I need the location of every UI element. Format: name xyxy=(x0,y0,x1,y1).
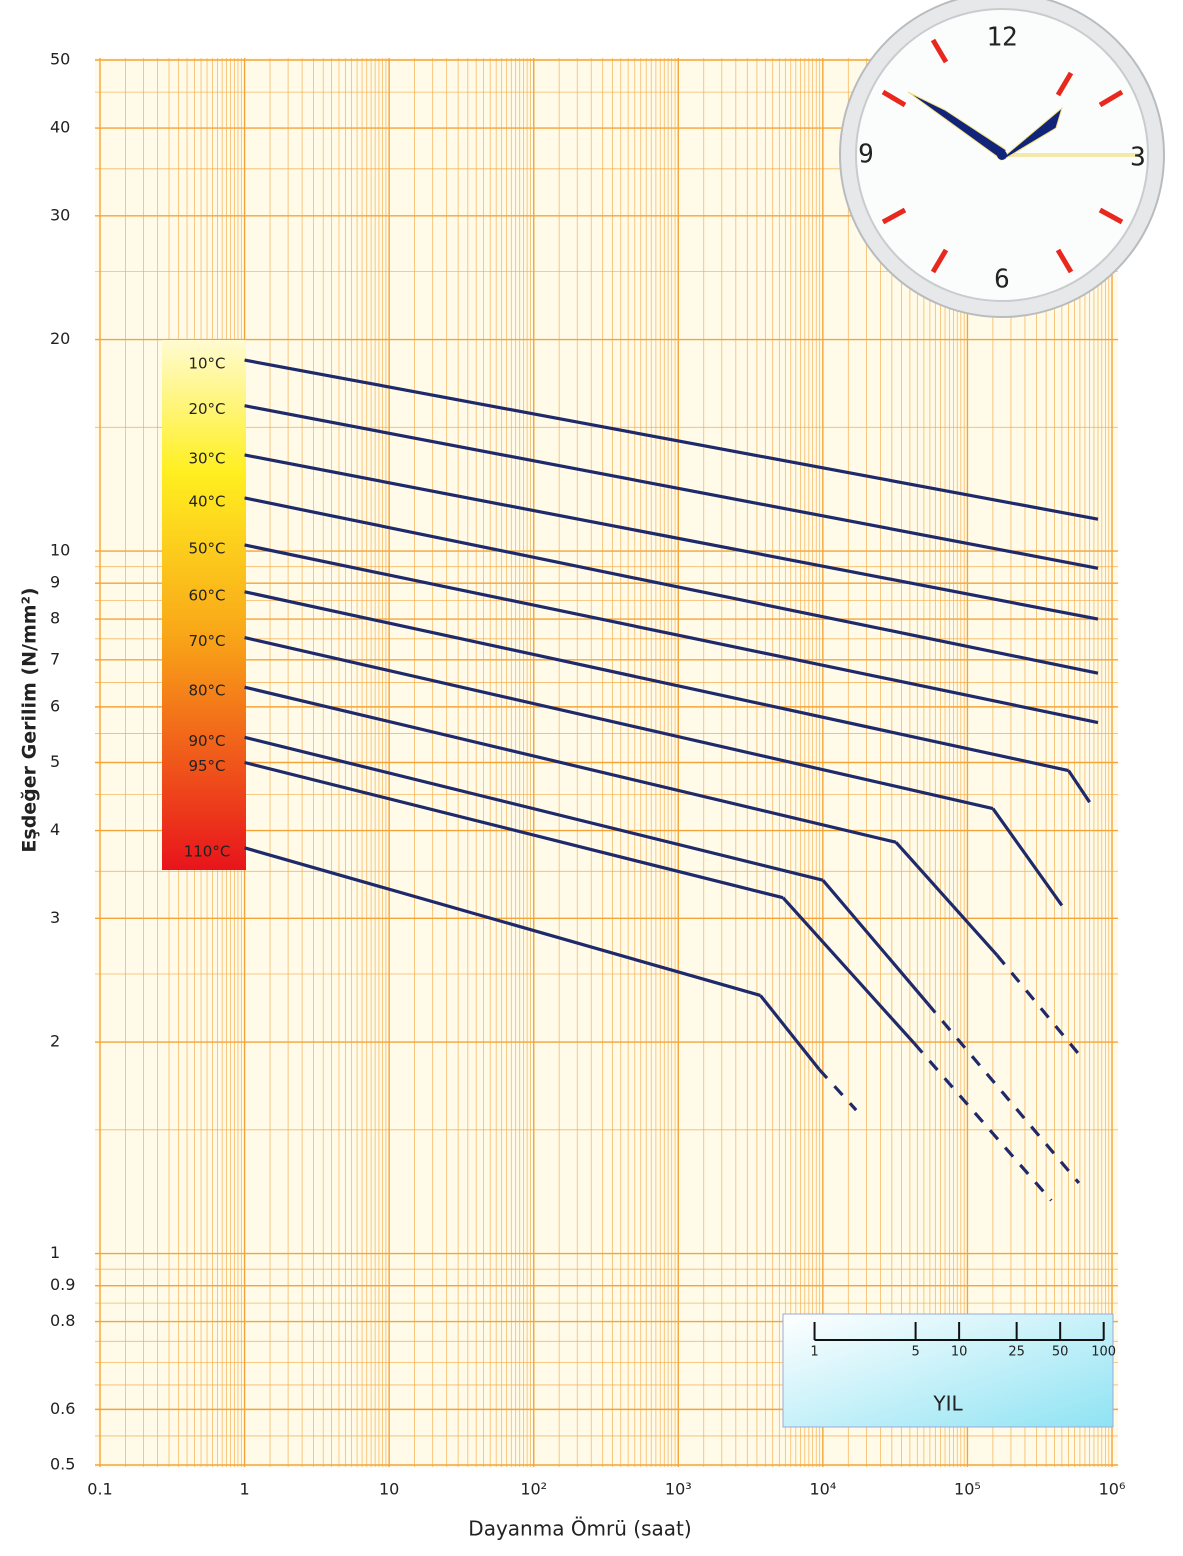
series-segment xyxy=(913,1042,1053,1202)
y-tick-label: 9 xyxy=(50,573,60,592)
temperature-bar xyxy=(162,340,246,870)
clock xyxy=(839,0,1165,318)
x-tick-label: 10³ xyxy=(665,1480,692,1499)
legend-label: 60°C xyxy=(188,586,225,604)
series-segment xyxy=(244,590,1069,773)
series-segment xyxy=(244,760,784,900)
x-tick-label: 10⁶ xyxy=(1099,1480,1126,1499)
clock-numeral: 12 xyxy=(986,23,1017,53)
x-tick-label: 10⁴ xyxy=(809,1480,836,1499)
y-axis-label: Eşdeğer Gerilim (N/mm²) xyxy=(19,587,41,852)
y-tick-label: 8 xyxy=(50,609,60,628)
year-tick-label: 1 xyxy=(810,1345,818,1360)
series-segment xyxy=(894,841,999,957)
series-segment xyxy=(244,636,994,811)
year-tick-label: 50 xyxy=(1052,1345,1069,1360)
clock-numeral: 9 xyxy=(858,140,874,170)
y-tick-label: 5 xyxy=(50,752,60,771)
x-tick-label: 0.1 xyxy=(87,1480,112,1499)
x-axis-label: Dayanma Ömrü (saat) xyxy=(468,1517,691,1541)
series-segment xyxy=(926,1002,1081,1185)
legend-label: 70°C xyxy=(188,632,225,650)
year-ticks: 1 5 10 25 50 100 xyxy=(810,1322,1116,1360)
labels: 0.1 1 10 10² 10³ 10⁴ 10⁵ 10⁶ 50 40 30 20 10 9 8 7 6 5 4 3 2 1… xyxy=(50,50,1125,1499)
series-segment xyxy=(991,807,1064,907)
x-tick-label: 1 xyxy=(239,1480,249,1499)
series-segment xyxy=(244,453,1099,621)
y-tick-label: 7 xyxy=(50,649,60,668)
series-segment xyxy=(244,735,824,882)
year-scale: 1 5 10 25 50 100 YIL xyxy=(782,1313,1116,1428)
y-tick-label: 4 xyxy=(50,820,60,839)
y-tick-label: 1 xyxy=(50,1243,60,1262)
legend-label: 110°C xyxy=(184,842,231,860)
legend-label: 80°C xyxy=(188,682,225,700)
x-tick-label: 10⁵ xyxy=(954,1480,981,1499)
legend-label: 20°C xyxy=(188,400,225,418)
series-segment xyxy=(817,1068,858,1112)
series-segment xyxy=(1067,769,1091,804)
legend-label: 30°C xyxy=(188,449,225,467)
clock-numeral: 3 xyxy=(1130,143,1146,173)
legend-label: 95°C xyxy=(188,757,225,775)
x-tick-label: 10 xyxy=(379,1480,399,1499)
year-tick-label: 5 xyxy=(911,1345,919,1360)
series-segment xyxy=(244,404,1099,570)
clock-numeral: 6 xyxy=(994,265,1010,295)
year-label: YIL xyxy=(932,1392,963,1416)
y-tick-label: 20 xyxy=(50,329,70,348)
y-tick-label: 2 xyxy=(50,1032,60,1051)
y-tick-label: 0.8 xyxy=(50,1311,75,1330)
series xyxy=(244,358,1099,1202)
y-tick-label: 6 xyxy=(50,696,60,715)
series-segment xyxy=(244,846,761,997)
series-segment xyxy=(759,994,821,1071)
y-tick-label: 0.5 xyxy=(50,1455,75,1474)
series-segment xyxy=(244,358,1099,521)
legend-label: 50°C xyxy=(188,539,225,557)
series-segment xyxy=(244,685,897,844)
legend-label: 40°C xyxy=(188,492,225,510)
year-tick-label: 25 xyxy=(1008,1345,1025,1360)
y-tick-label: 30 xyxy=(50,205,70,224)
series-segment xyxy=(244,496,1099,675)
series-segment xyxy=(244,543,1099,725)
legend-label: 90°C xyxy=(188,732,225,750)
series-segment xyxy=(781,896,916,1045)
year-tick-label: 100 xyxy=(1091,1345,1116,1360)
x-tick-label: 10² xyxy=(520,1480,547,1499)
y-tick-label: 3 xyxy=(50,908,60,927)
y-tick-label: 40 xyxy=(50,118,70,137)
year-tick-label: 10 xyxy=(951,1345,968,1360)
y-tick-label: 50 xyxy=(50,50,70,69)
y-tick-label: 0.9 xyxy=(50,1275,75,1294)
year-box xyxy=(782,1313,1114,1428)
legend-label: 10°C xyxy=(188,355,225,373)
y-tick-label: 0.6 xyxy=(50,1399,75,1418)
series-segment xyxy=(821,879,929,1005)
y-tick-label: 10 xyxy=(50,541,70,560)
